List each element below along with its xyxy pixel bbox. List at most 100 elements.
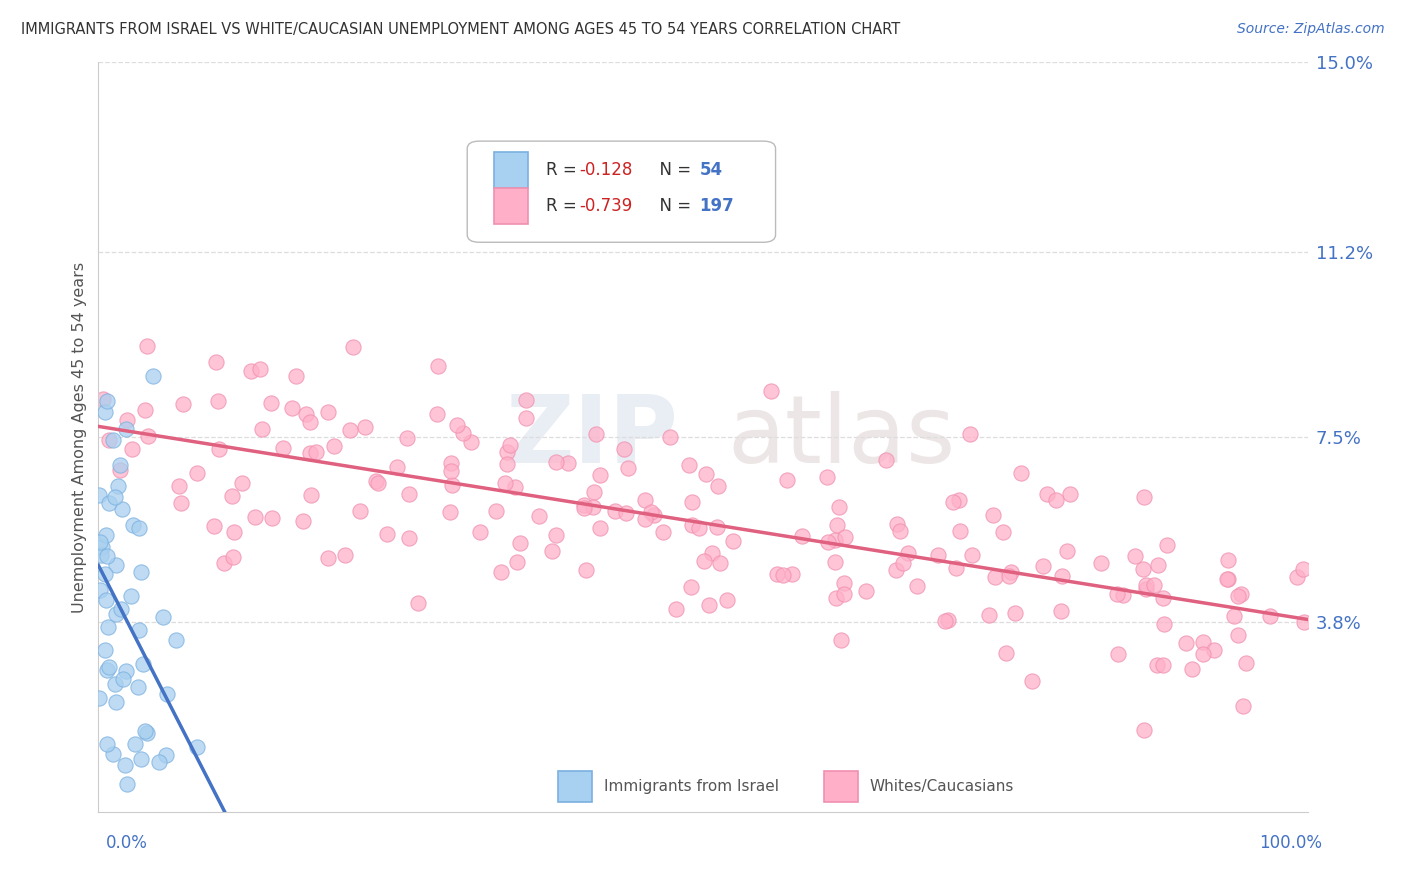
Text: 54: 54	[699, 161, 723, 178]
Point	[575, 563, 598, 577]
Point	[96, 592, 118, 607]
Point	[1045, 492, 1067, 507]
Point	[333, 548, 356, 562]
Point	[354, 420, 377, 434]
Point	[927, 548, 949, 562]
Point	[124, 738, 146, 752]
FancyBboxPatch shape	[494, 152, 527, 187]
Point	[243, 509, 266, 524]
Point	[406, 596, 429, 610]
Text: ZIP: ZIP	[506, 391, 679, 483]
Point	[515, 392, 537, 407]
Point	[679, 581, 702, 595]
Point	[152, 609, 174, 624]
Point	[697, 598, 720, 612]
Point	[494, 475, 516, 490]
Point	[127, 680, 149, 694]
Point	[128, 521, 150, 535]
Text: 0.0%: 0.0%	[105, 834, 148, 852]
Point	[1223, 608, 1246, 623]
Point	[884, 563, 907, 577]
Point	[1152, 658, 1174, 673]
Point	[94, 404, 117, 418]
Point	[1111, 588, 1133, 602]
Point	[681, 517, 703, 532]
FancyBboxPatch shape	[494, 187, 527, 224]
Point	[94, 566, 117, 581]
Point	[136, 429, 159, 443]
Point	[1146, 558, 1168, 572]
Point	[111, 672, 134, 686]
Point	[1292, 562, 1315, 576]
Point	[89, 535, 111, 549]
Point	[681, 495, 703, 509]
Point	[260, 511, 283, 525]
Point	[825, 517, 848, 532]
Point	[1142, 578, 1164, 592]
Point	[589, 521, 612, 535]
Point	[1059, 487, 1081, 501]
Point	[1107, 647, 1129, 661]
Point	[323, 439, 346, 453]
Point	[960, 548, 983, 562]
Point	[427, 359, 450, 373]
Point	[1132, 491, 1154, 505]
Point	[489, 565, 512, 579]
Point	[316, 550, 339, 565]
Point	[105, 607, 128, 621]
Point	[503, 480, 526, 494]
Point	[96, 737, 118, 751]
Point	[1152, 591, 1174, 605]
Point	[101, 747, 124, 762]
Point	[700, 546, 723, 560]
Point	[830, 633, 852, 648]
Point	[582, 500, 605, 514]
Point	[605, 504, 627, 518]
Point	[231, 475, 253, 490]
Point	[834, 530, 856, 544]
Point	[640, 505, 662, 519]
Point	[134, 723, 156, 738]
Point	[90, 549, 112, 563]
Point	[1226, 628, 1249, 642]
Point	[299, 488, 322, 502]
Point	[295, 407, 318, 421]
Point	[495, 458, 517, 472]
Text: N =: N =	[648, 161, 696, 178]
Text: 100.0%: 100.0%	[1258, 834, 1322, 852]
Point	[202, 519, 225, 533]
Point	[87, 690, 110, 705]
Point	[817, 535, 839, 549]
Point	[96, 393, 118, 408]
Point	[875, 453, 897, 467]
Point	[574, 498, 596, 512]
Point	[716, 592, 738, 607]
Text: R =: R =	[546, 196, 582, 215]
Point	[897, 546, 920, 560]
Point	[1216, 553, 1239, 567]
Point	[110, 602, 132, 616]
Point	[1010, 466, 1032, 480]
Point	[156, 687, 179, 701]
Text: atlas: atlas	[727, 391, 956, 483]
Point	[515, 410, 537, 425]
Point	[305, 445, 328, 459]
Point	[1192, 647, 1215, 661]
Point	[460, 434, 482, 449]
Point	[509, 535, 531, 549]
Point	[114, 757, 136, 772]
Point	[396, 431, 419, 445]
Point	[688, 521, 710, 535]
Point	[439, 505, 461, 519]
Point	[891, 556, 914, 570]
Point	[541, 544, 564, 558]
Point	[824, 533, 846, 547]
Point	[89, 582, 111, 597]
Point	[128, 623, 150, 637]
Point	[120, 589, 142, 603]
Point	[186, 467, 208, 481]
Point	[1090, 556, 1112, 570]
Point	[1123, 549, 1146, 564]
Point	[97, 496, 120, 510]
Point	[589, 467, 612, 482]
